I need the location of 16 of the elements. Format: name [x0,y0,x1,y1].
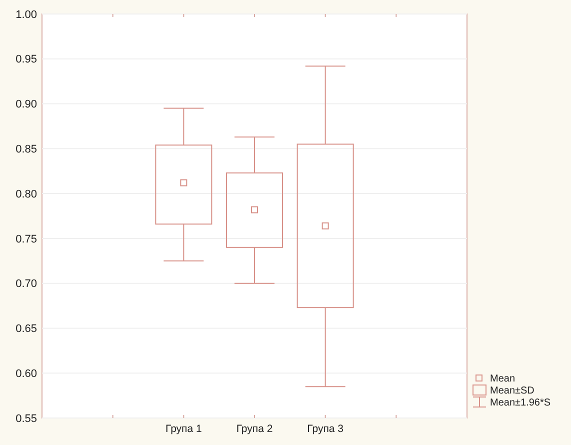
y-tick-label: 0.60 [16,368,37,380]
text: Mean±SD [490,386,534,396]
x-tick-label: Група 3 [307,423,344,435]
x-tick-label: Група 2 [236,423,273,435]
y-tick-label: 0.65 [16,323,37,336]
y-tick-label: 0.70 [16,278,37,290]
y-tick-label: 1.00 [16,8,37,21]
y-tick-label: 0.95 [16,54,37,66]
y-tick-label: 0.75 [16,233,37,246]
text: Mean [490,374,516,384]
y-tick-label: 0.80 [16,188,37,200]
text: Mean±1.96*S [490,398,551,408]
y-tick-label: 0.90 [16,98,37,111]
y-tick-label: 0.55 [16,412,37,425]
x-tick-label: Група 1 [165,423,202,435]
y-tick-label: 0.85 [16,144,37,156]
